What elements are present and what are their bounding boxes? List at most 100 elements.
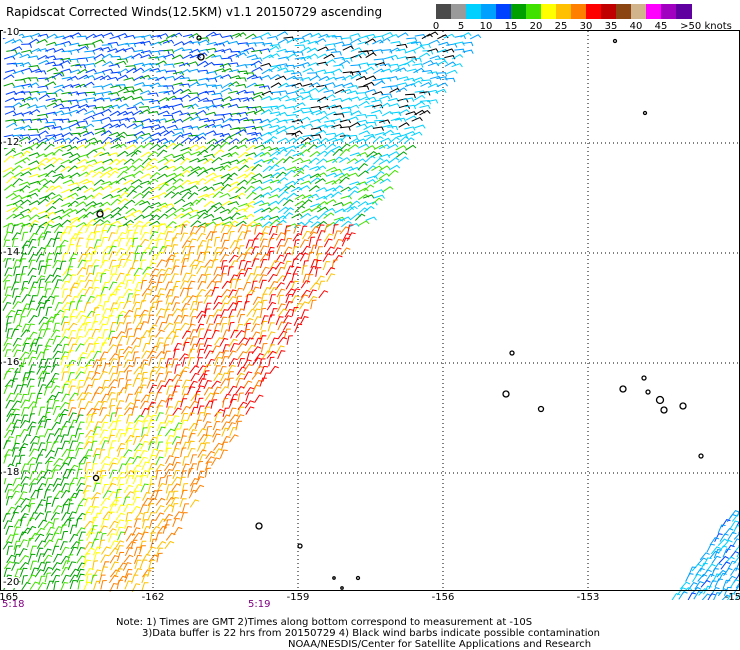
- wind-barb: [59, 245, 66, 255]
- scale-swatch: [556, 4, 572, 19]
- wind-barb: [27, 385, 35, 396]
- wind-barb: [158, 477, 165, 487]
- wind-barb: [723, 567, 733, 576]
- wind-barb: [315, 187, 328, 193]
- wind-barb: [155, 532, 163, 542]
- wind-barb: [90, 259, 100, 268]
- wind-barb: [21, 49, 33, 55]
- wind-barb: [235, 420, 243, 431]
- wind-barb: [205, 104, 217, 109]
- wind-barb: [339, 216, 352, 222]
- wind-barb: [251, 105, 263, 111]
- wind-barb: [108, 63, 120, 68]
- wind-barb: [180, 224, 188, 235]
- wind-barb: [131, 88, 143, 93]
- wind-barb: [268, 105, 279, 111]
- wind-barb: [235, 377, 244, 388]
- wind-barb: [276, 266, 285, 276]
- wind-barb: [123, 55, 135, 60]
- wind-barb: [68, 216, 81, 222]
- time-label-mid: 5:19: [248, 599, 271, 610]
- wind-barb: [116, 456, 126, 465]
- wind-barb: [85, 224, 94, 234]
- wind-barb: [86, 371, 94, 381]
- wind-barb: [107, 511, 115, 521]
- wind-barb: [99, 46, 111, 51]
- wind-barb: [172, 178, 184, 185]
- wind-barb: [251, 371, 262, 380]
- wind-barb: [228, 309, 237, 319]
- wind-barb: [237, 313, 246, 324]
- wind-barb: [397, 156, 409, 163]
- wind-barb: [357, 41, 369, 46]
- wind-barbs: [2, 31, 740, 600]
- wind-barb: [102, 329, 109, 339]
- wind-barb: [178, 62, 191, 67]
- wind-barb: [171, 373, 182, 383]
- wind-barb: [267, 200, 280, 207]
- wind-barb: [228, 385, 238, 395]
- wind-barb: [284, 184, 296, 192]
- wind-barb: [115, 526, 124, 536]
- wind-barb: [339, 157, 351, 163]
- wind-barb: [6, 122, 18, 128]
- wind-barb: [20, 199, 32, 206]
- wind-barb: [141, 371, 148, 382]
- wind-barb: [18, 316, 26, 326]
- wind-barb: [357, 201, 369, 208]
- wind-barb: [126, 223, 133, 234]
- wind-barb: [67, 364, 75, 374]
- wind-barb: [270, 82, 282, 88]
- wind-barb: [162, 344, 170, 354]
- wind-barb: [284, 169, 296, 177]
- wind-barb: [234, 279, 242, 289]
- wind-barb: [180, 512, 188, 522]
- wind-barb: [50, 372, 60, 382]
- wind-barb: [260, 214, 272, 221]
- wind-barb: [228, 62, 240, 67]
- wind-barb: [61, 174, 73, 180]
- wind-barb: [196, 209, 209, 214]
- wind-barb: [437, 48, 449, 54]
- wind-barb: [77, 579, 84, 590]
- wind-barb: [227, 225, 237, 234]
- wind-barb: [60, 165, 72, 173]
- wind-barb: [106, 224, 116, 233]
- wind-barb: [250, 331, 261, 340]
- wind-barb: [108, 520, 119, 530]
- wind-barb: [115, 131, 128, 138]
- wind-barb: [260, 109, 272, 115]
- wind-barb: [139, 200, 151, 206]
- wind-barb: [84, 384, 93, 394]
- wind-barb: [99, 449, 106, 459]
- wind-barb: [54, 435, 63, 444]
- wind-barb: [28, 142, 40, 149]
- wind-barb: [230, 212, 241, 220]
- wind-barb: [174, 400, 183, 410]
- wind-barb: [707, 593, 716, 600]
- wind-barb: [11, 52, 23, 58]
- wind-barb: [405, 144, 417, 151]
- wind-barb: [126, 541, 136, 550]
- wind-barb: [378, 159, 390, 165]
- wind-barb: [166, 491, 174, 501]
- wind-barb: [134, 512, 144, 521]
- wind-barb: [141, 186, 153, 194]
- wind-barb: [85, 505, 95, 515]
- wind-barb: [242, 359, 252, 368]
- wind-barb: [28, 137, 40, 144]
- wind-barb: [35, 426, 43, 436]
- wind-barb: [124, 174, 136, 179]
- wind-barb: [318, 75, 330, 81]
- wind-barb: [331, 259, 338, 270]
- wind-barb: [300, 141, 311, 150]
- wind-barb: [20, 124, 32, 130]
- wind-barb: [78, 224, 88, 233]
- wind-barb: [30, 118, 42, 123]
- wind-barb: [84, 364, 92, 375]
- wind-barb: [116, 371, 124, 381]
- wind-barb: [276, 238, 286, 248]
- wind-barb: [5, 436, 14, 446]
- wind-barb: [75, 504, 83, 514]
- wind-barb: [146, 157, 158, 165]
